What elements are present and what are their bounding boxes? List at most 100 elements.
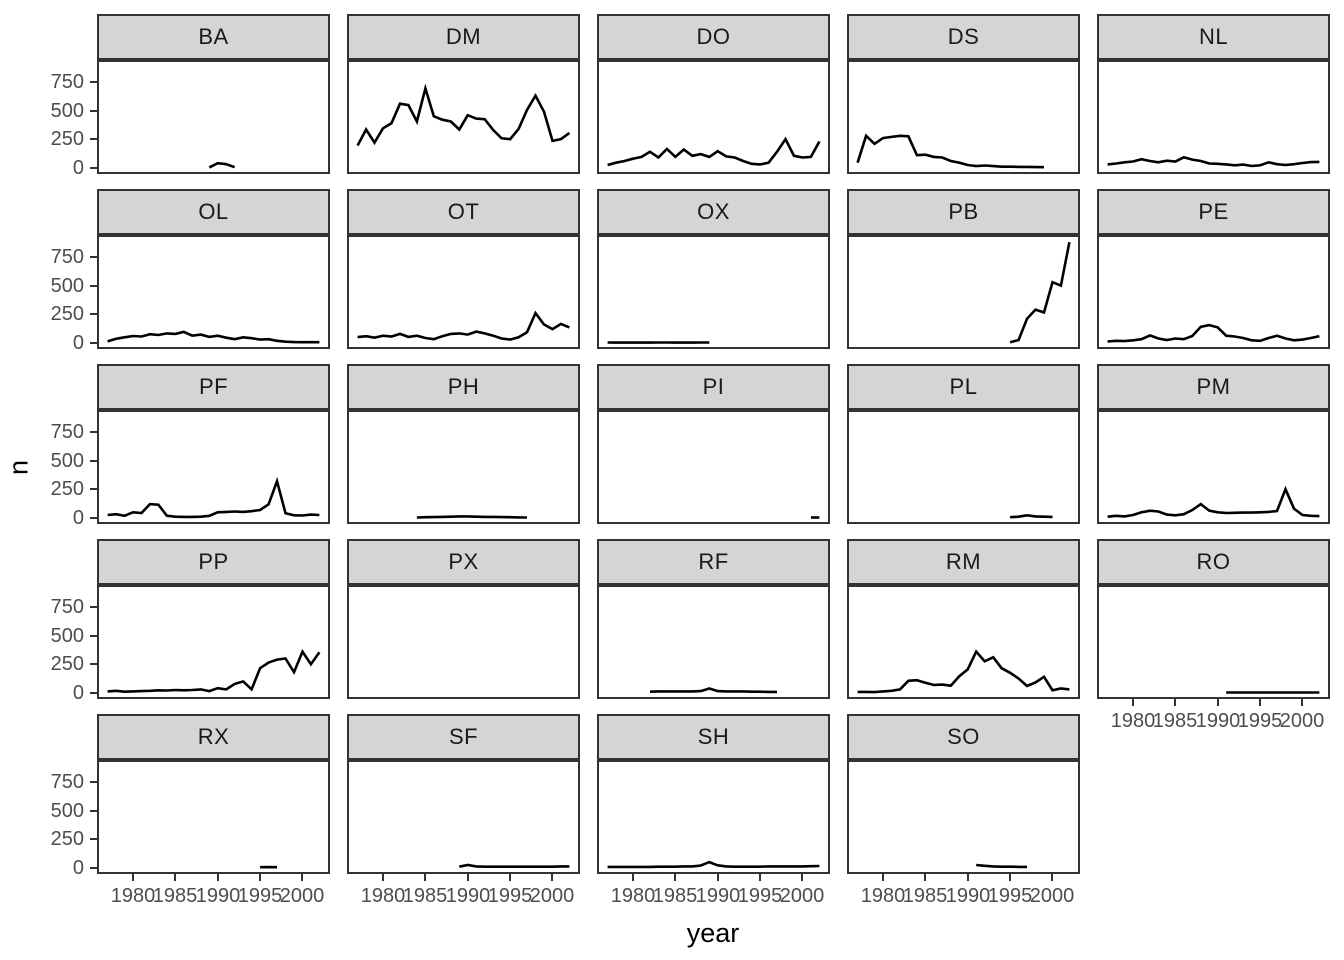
facet-panel-PL [847, 410, 1080, 524]
series-line-OT [357, 310, 570, 341]
y-tick-label: 250 [50, 128, 84, 150]
x-tick-label: 1980 [610, 885, 656, 907]
x-axis-title: year [686, 918, 740, 948]
x-tick-mark [801, 874, 803, 881]
x-tick-label: 1980 [860, 885, 906, 907]
x-tick-mark [382, 874, 384, 881]
facet-strip-OX: OX [597, 189, 830, 235]
facet-panel-BA [97, 60, 330, 174]
x-tick-label: 1985 [902, 885, 948, 907]
x-tick-mark [1051, 874, 1053, 881]
x-tick-mark [1217, 699, 1219, 706]
facet-strip-PI: PI [597, 364, 830, 410]
facet-strip-label: PF [198, 374, 229, 399]
panel-border [847, 760, 1080, 874]
facet-strip-PL: PL [847, 364, 1080, 410]
facet-panel-SO [847, 760, 1080, 874]
series-line-PM [1107, 485, 1320, 518]
series-line-PE [1107, 323, 1320, 343]
facet-panel-NL [1097, 60, 1330, 174]
x-tick-mark [217, 874, 219, 881]
x-tick-label: 1985 [652, 885, 698, 907]
y-tick-mark [90, 167, 97, 169]
facet-panel-PP [97, 585, 330, 699]
facet-strip-label: BA [198, 24, 229, 49]
facet-panel-SH [597, 760, 830, 874]
panel-border [347, 60, 580, 174]
x-tick-mark [424, 874, 426, 881]
series-line-DS [856, 133, 1045, 169]
x-tick-mark [759, 874, 761, 881]
facet-strip-label: PL [949, 374, 978, 399]
x-tick-mark [467, 874, 469, 881]
facet-panel-OL [97, 235, 330, 349]
facet-strip-PM: PM [1097, 364, 1330, 410]
facet-strip-label: RO [1196, 549, 1231, 574]
facet-strip-label: DO [696, 24, 731, 49]
facet-strip-DM: DM [347, 14, 580, 60]
x-tick-label: 1990 [445, 885, 491, 907]
y-tick-label: 0 [72, 682, 84, 704]
panel-border [847, 585, 1080, 699]
facet-strip-SH: SH [597, 714, 830, 760]
x-tick-mark [967, 874, 969, 881]
y-tick-label: 0 [72, 857, 84, 879]
y-tick-mark [90, 460, 97, 462]
panel-border [97, 760, 330, 874]
facet-strip-label: OX [697, 199, 730, 224]
panel-border [847, 410, 1080, 524]
facet-panel-RF [597, 585, 830, 699]
panel-border [597, 410, 830, 524]
facet-panel-OX [597, 235, 830, 349]
panel-border [347, 410, 580, 524]
series-line-SO [976, 863, 1027, 869]
facet-strip-PH: PH [347, 364, 580, 410]
x-tick-mark [132, 874, 134, 881]
facet-strip-label: PH [447, 374, 480, 399]
x-tick-label: 1990 [195, 885, 241, 907]
y-tick-label: 0 [72, 507, 84, 529]
facet-panel-PX [347, 585, 580, 699]
facet-strip-RX: RX [97, 714, 330, 760]
facet-strip-RM: RM [847, 539, 1080, 585]
facet-strip-OL: OL [97, 189, 330, 235]
x-tick-label: 2000 [1279, 710, 1325, 732]
facet-panel-PI [597, 410, 830, 524]
series-line-PB [1009, 241, 1071, 344]
panel-border [597, 235, 830, 349]
facet-panel-PE [1097, 235, 1330, 349]
facet-strip-label: DM [445, 24, 482, 49]
series-line-OL [107, 330, 320, 344]
facet-panel-SF [347, 760, 580, 874]
y-tick-label: 500 [50, 275, 84, 297]
series-line-PL [1010, 513, 1053, 519]
x-tick-label: 1980 [360, 885, 406, 907]
series-line-NL [1107, 155, 1320, 168]
series-line-DO [607, 136, 821, 167]
y-tick-label: 250 [50, 828, 84, 850]
x-tick-label: 1990 [1195, 710, 1241, 732]
y-tick-label: 750 [50, 596, 84, 618]
y-tick-label: 750 [50, 771, 84, 793]
x-tick-mark [301, 874, 303, 881]
x-tick-mark [174, 874, 176, 881]
facet-panel-DO [597, 60, 830, 174]
x-tick-label: 2000 [529, 885, 575, 907]
facet-panel-PB [847, 235, 1080, 349]
panel-border [847, 60, 1080, 174]
x-tick-label: 2000 [279, 885, 325, 907]
facet-strip-label: OL [198, 199, 229, 224]
facet-strip-NL: NL [1097, 14, 1330, 60]
y-tick-mark [90, 431, 97, 433]
y-tick-mark [90, 313, 97, 315]
panel-border [597, 585, 830, 699]
series-line-PP [107, 648, 321, 694]
panel-border [347, 585, 580, 699]
facet-strip-label: SO [947, 724, 980, 749]
y-tick-label: 750 [50, 71, 84, 93]
x-tick-label: 2000 [1029, 885, 1075, 907]
facet-panel-DS [847, 60, 1080, 174]
series-line-DM [356, 83, 571, 147]
y-tick-label: 500 [50, 625, 84, 647]
panel-border [347, 235, 580, 349]
